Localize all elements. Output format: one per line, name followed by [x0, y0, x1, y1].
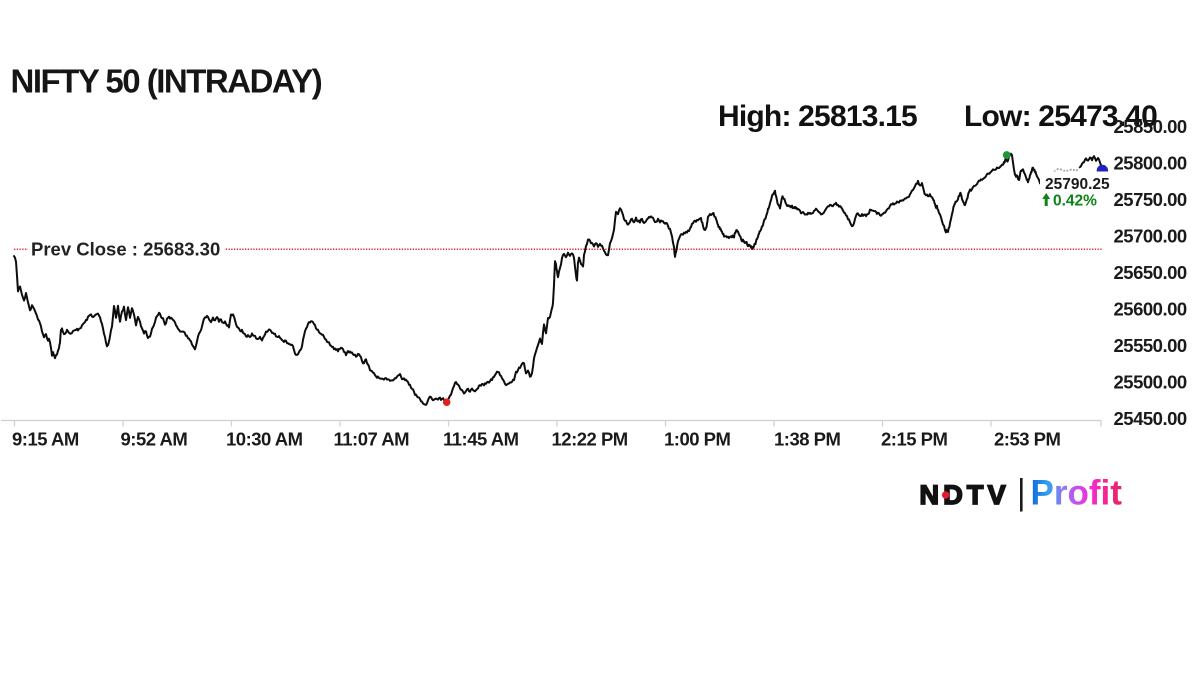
svg-text:25550.00: 25550.00 — [1114, 335, 1187, 356]
svg-text:1:38 PM: 1:38 PM — [774, 429, 841, 450]
svg-text:NIFTY 50 (INTRADAY): NIFTY 50 (INTRADAY) — [11, 63, 322, 100]
svg-text:High: 25813.15: High: 25813.15 — [718, 100, 917, 133]
svg-text:2:53 PM: 2:53 PM — [994, 429, 1061, 450]
svg-text:10:30 AM: 10:30 AM — [226, 429, 303, 450]
svg-text:25450.00: 25450.00 — [1114, 408, 1187, 429]
svg-text:0.42%: 0.42% — [1053, 193, 1097, 210]
svg-text:9:15 AM: 9:15 AM — [12, 429, 79, 450]
svg-text:25850.00: 25850.00 — [1114, 116, 1187, 137]
svg-text:25790.25: 25790.25 — [1045, 176, 1110, 193]
svg-text:12:22 PM: 12:22 PM — [552, 429, 628, 450]
svg-text:25700.00: 25700.00 — [1114, 225, 1187, 246]
svg-text:Low: 25473.40: Low: 25473.40 — [964, 100, 1157, 133]
svg-text:25750.00: 25750.00 — [1114, 189, 1187, 210]
svg-text:25600.00: 25600.00 — [1114, 298, 1187, 319]
svg-text:Prev Close : 25683.30: Prev Close : 25683.30 — [31, 239, 220, 260]
svg-text:NDTV: NDTV — [920, 480, 1010, 510]
svg-text:11:45 AM: 11:45 AM — [443, 429, 519, 450]
svg-text:25800.00: 25800.00 — [1114, 152, 1187, 173]
svg-text:Profit: Profit — [1031, 474, 1123, 513]
svg-text:11:07 AM: 11:07 AM — [334, 429, 410, 450]
svg-text:1:00 PM: 1:00 PM — [664, 429, 731, 450]
svg-text:9:52 AM: 9:52 AM — [121, 429, 188, 450]
svg-text:25500.00: 25500.00 — [1114, 371, 1187, 392]
svg-text:25650.00: 25650.00 — [1114, 262, 1187, 283]
svg-text:2:15 PM: 2:15 PM — [881, 429, 948, 450]
